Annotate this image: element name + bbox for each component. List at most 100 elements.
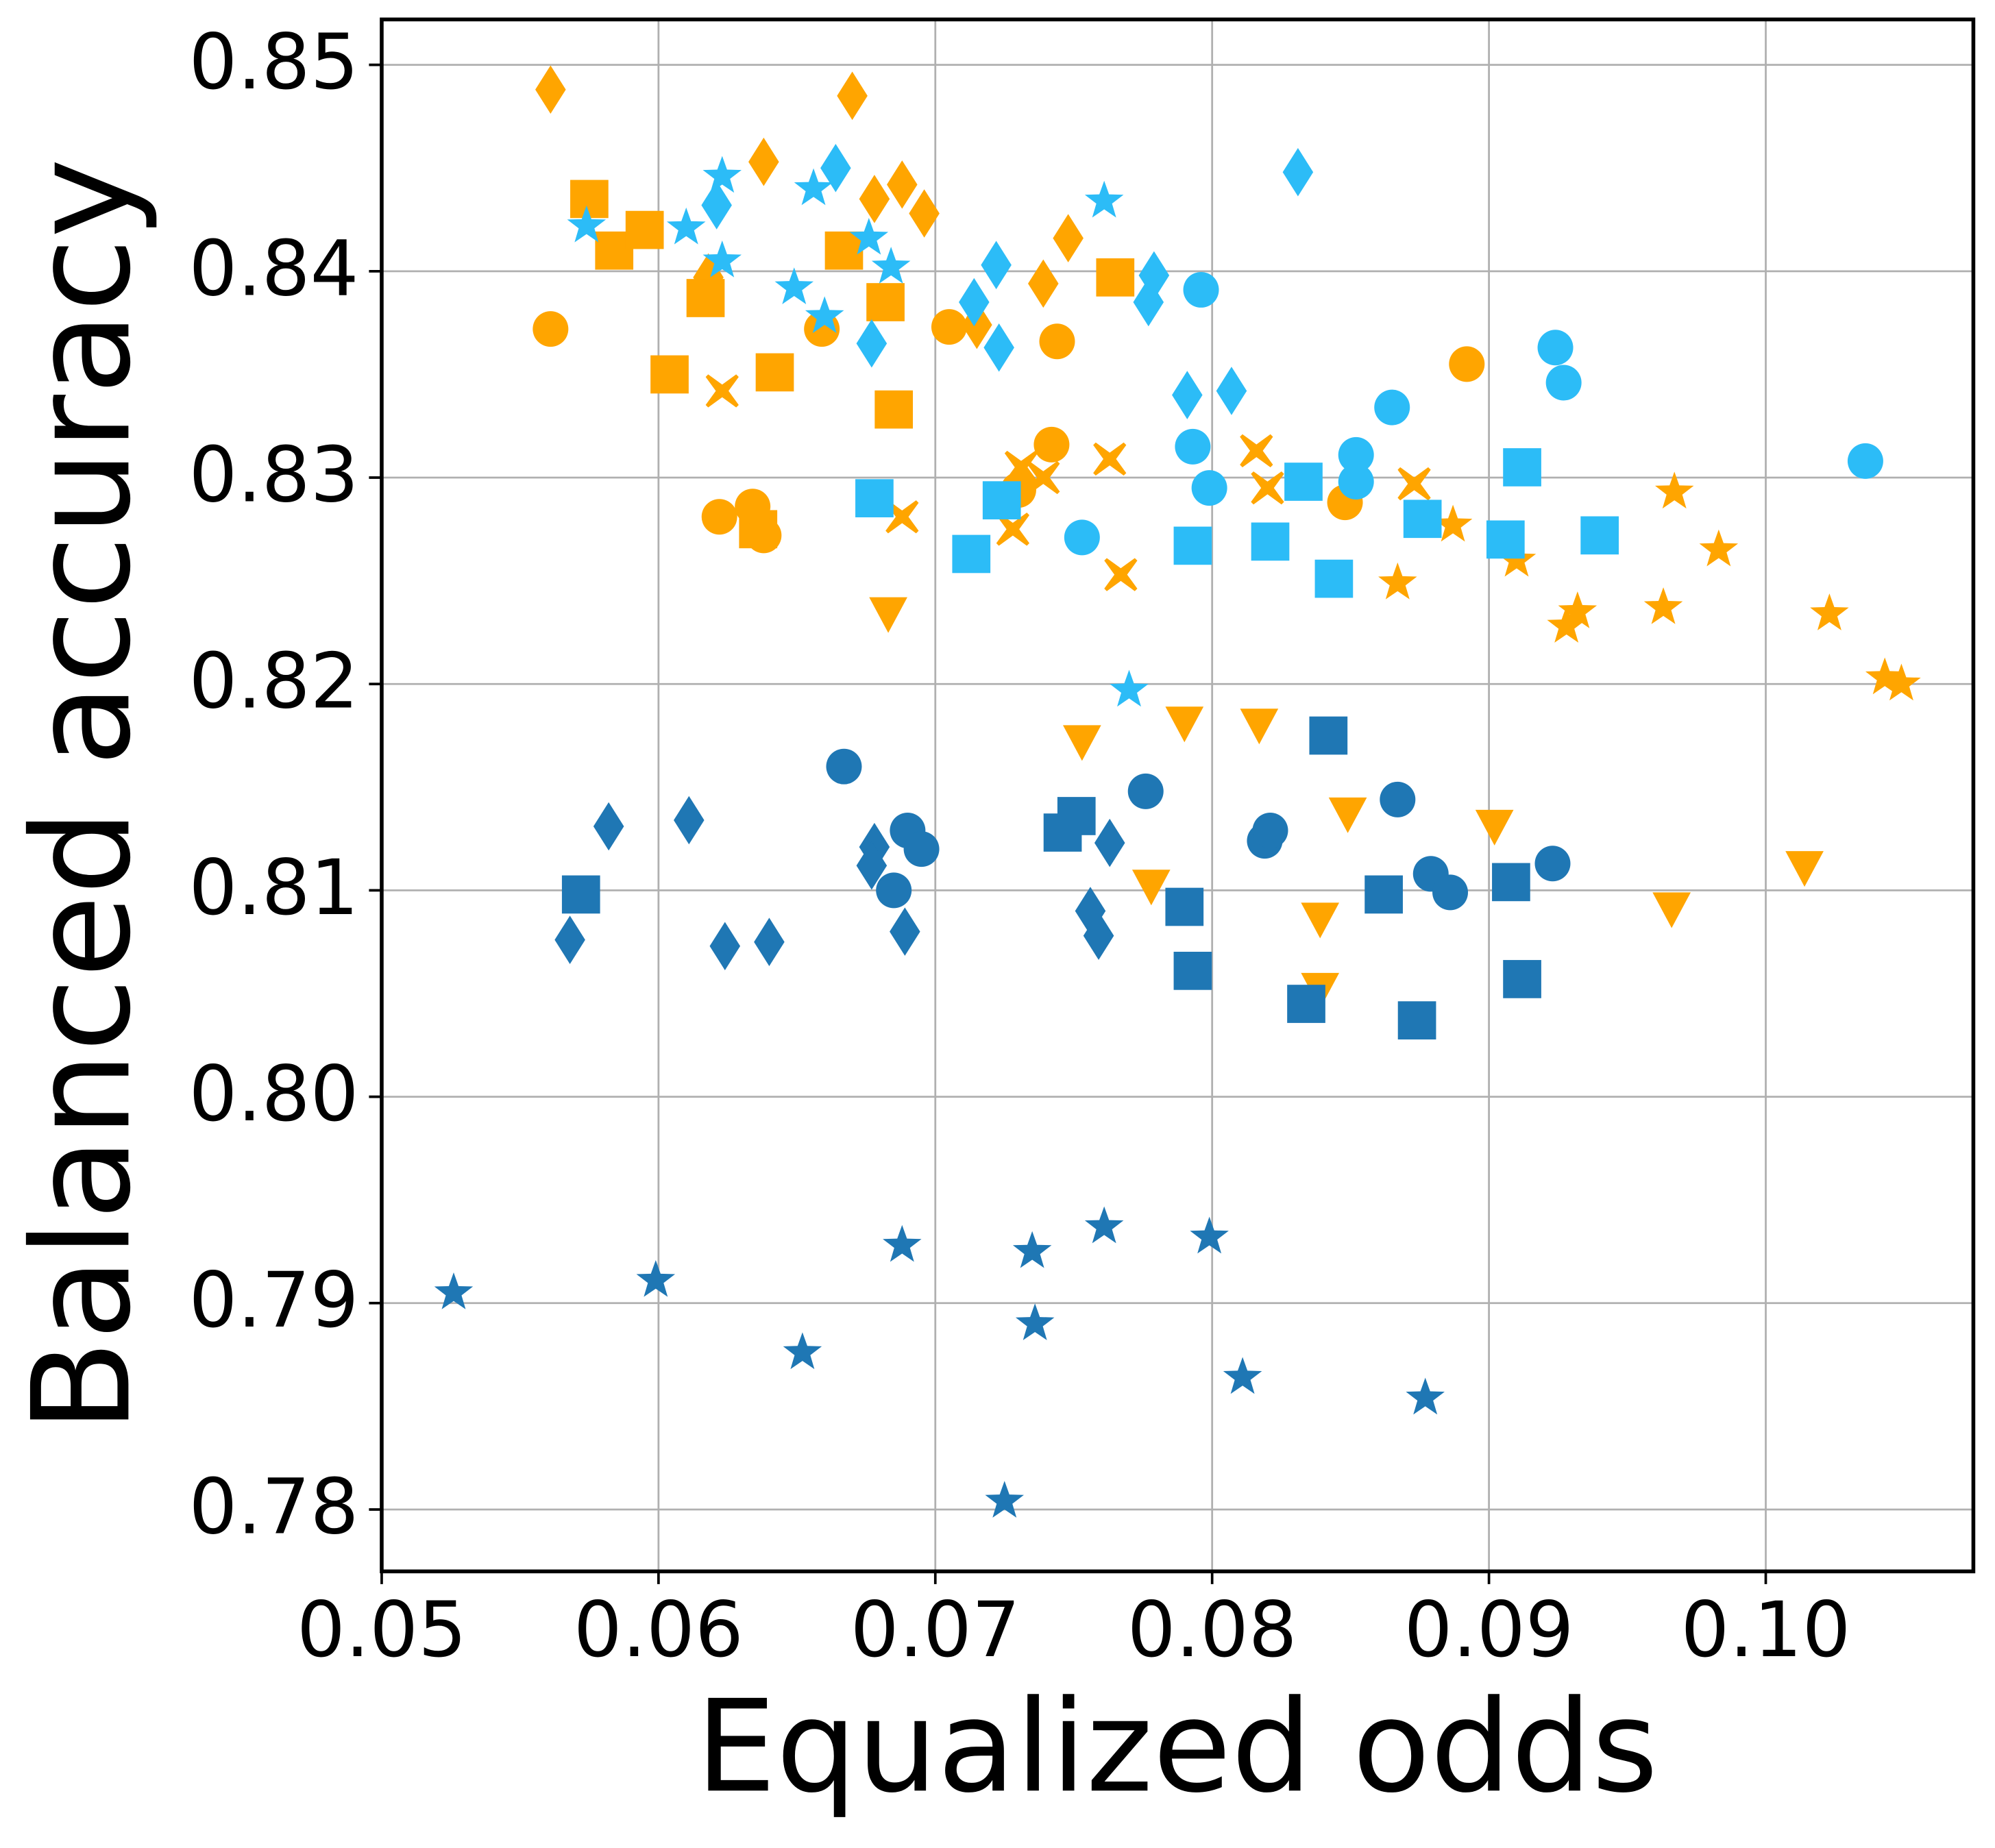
point bbox=[985, 1481, 1025, 1518]
point bbox=[1033, 426, 1070, 463]
grid bbox=[380, 19, 1974, 1572]
point bbox=[1558, 591, 1598, 628]
point bbox=[1183, 271, 1219, 308]
point bbox=[705, 374, 739, 408]
point bbox=[1378, 562, 1417, 600]
x-tick-label: 0.08 bbox=[1127, 1586, 1297, 1675]
point bbox=[1096, 258, 1135, 297]
point bbox=[783, 1332, 822, 1370]
point bbox=[1547, 606, 1586, 643]
point bbox=[1654, 471, 1694, 509]
point bbox=[1191, 470, 1227, 506]
point bbox=[702, 156, 742, 193]
point bbox=[1175, 428, 1211, 465]
point bbox=[709, 922, 741, 970]
ticks: 0.05 0.06 0.07 0.08 0.09 0.10 0.78 0.79 0.80 0.81… bbox=[189, 19, 1851, 1675]
point bbox=[874, 390, 914, 429]
point bbox=[1406, 1377, 1445, 1415]
point bbox=[1094, 818, 1125, 867]
y-tick-label: 0.84 bbox=[189, 225, 359, 313]
point bbox=[774, 267, 814, 304]
point bbox=[1432, 874, 1469, 911]
point bbox=[1287, 985, 1325, 1023]
point bbox=[890, 907, 920, 956]
point bbox=[856, 841, 888, 890]
point bbox=[434, 1272, 474, 1309]
point bbox=[1131, 870, 1171, 906]
point bbox=[1165, 887, 1204, 926]
point bbox=[1537, 330, 1574, 366]
point bbox=[1338, 464, 1374, 500]
point bbox=[883, 1224, 922, 1262]
point bbox=[755, 353, 794, 392]
point bbox=[1039, 323, 1075, 360]
point bbox=[1503, 448, 1541, 486]
point bbox=[1127, 773, 1164, 809]
point bbox=[686, 279, 725, 317]
point bbox=[1284, 463, 1323, 501]
y-tick-label: 0.79 bbox=[189, 1257, 359, 1345]
point bbox=[1240, 434, 1273, 468]
point bbox=[1865, 657, 1905, 695]
y-tick-label: 0.80 bbox=[189, 1050, 359, 1139]
point bbox=[903, 831, 940, 867]
y-tick-label: 0.82 bbox=[189, 638, 359, 726]
point bbox=[909, 189, 940, 238]
point bbox=[1301, 902, 1340, 939]
point bbox=[866, 283, 905, 321]
point bbox=[871, 247, 911, 284]
x-tick-label: 0.05 bbox=[297, 1586, 467, 1675]
point bbox=[952, 534, 991, 574]
point bbox=[535, 65, 566, 114]
point bbox=[983, 323, 1014, 372]
point bbox=[593, 802, 624, 851]
point bbox=[1282, 147, 1314, 197]
point bbox=[1328, 797, 1367, 833]
x-tick-label: 0.07 bbox=[850, 1586, 1020, 1675]
point bbox=[1882, 663, 1921, 701]
point bbox=[1012, 1231, 1052, 1268]
point bbox=[1223, 1357, 1262, 1394]
point bbox=[650, 355, 689, 394]
point bbox=[1380, 781, 1416, 817]
point bbox=[876, 872, 912, 909]
point bbox=[805, 296, 844, 334]
point bbox=[856, 319, 888, 368]
y-tick-label: 0.81 bbox=[189, 844, 359, 933]
point bbox=[1062, 725, 1101, 761]
y-tick-label: 0.78 bbox=[189, 1463, 359, 1551]
point bbox=[561, 875, 600, 914]
point bbox=[1015, 1303, 1055, 1340]
point bbox=[1252, 813, 1288, 849]
point bbox=[885, 500, 919, 534]
point bbox=[869, 597, 907, 633]
point bbox=[1028, 259, 1059, 308]
point bbox=[748, 137, 779, 186]
point bbox=[1810, 593, 1849, 630]
point bbox=[1699, 529, 1739, 567]
point bbox=[959, 278, 990, 327]
point bbox=[1374, 389, 1410, 426]
point bbox=[1084, 1206, 1124, 1244]
point bbox=[1053, 214, 1084, 262]
point bbox=[794, 168, 833, 206]
point bbox=[1165, 706, 1204, 743]
point bbox=[1580, 516, 1619, 555]
point bbox=[567, 205, 607, 243]
point bbox=[1397, 1001, 1436, 1039]
point bbox=[1433, 504, 1473, 542]
point bbox=[820, 143, 851, 193]
point bbox=[1492, 863, 1530, 902]
point bbox=[666, 207, 706, 245]
point bbox=[1251, 471, 1284, 505]
point bbox=[981, 241, 1012, 290]
point bbox=[735, 489, 771, 525]
x-tick-label: 0.09 bbox=[1404, 1586, 1574, 1675]
point bbox=[982, 481, 1021, 519]
point bbox=[826, 748, 862, 785]
point bbox=[701, 181, 732, 230]
y-tick-label: 0.83 bbox=[189, 431, 359, 519]
point bbox=[996, 513, 1030, 546]
point bbox=[1475, 809, 1514, 846]
